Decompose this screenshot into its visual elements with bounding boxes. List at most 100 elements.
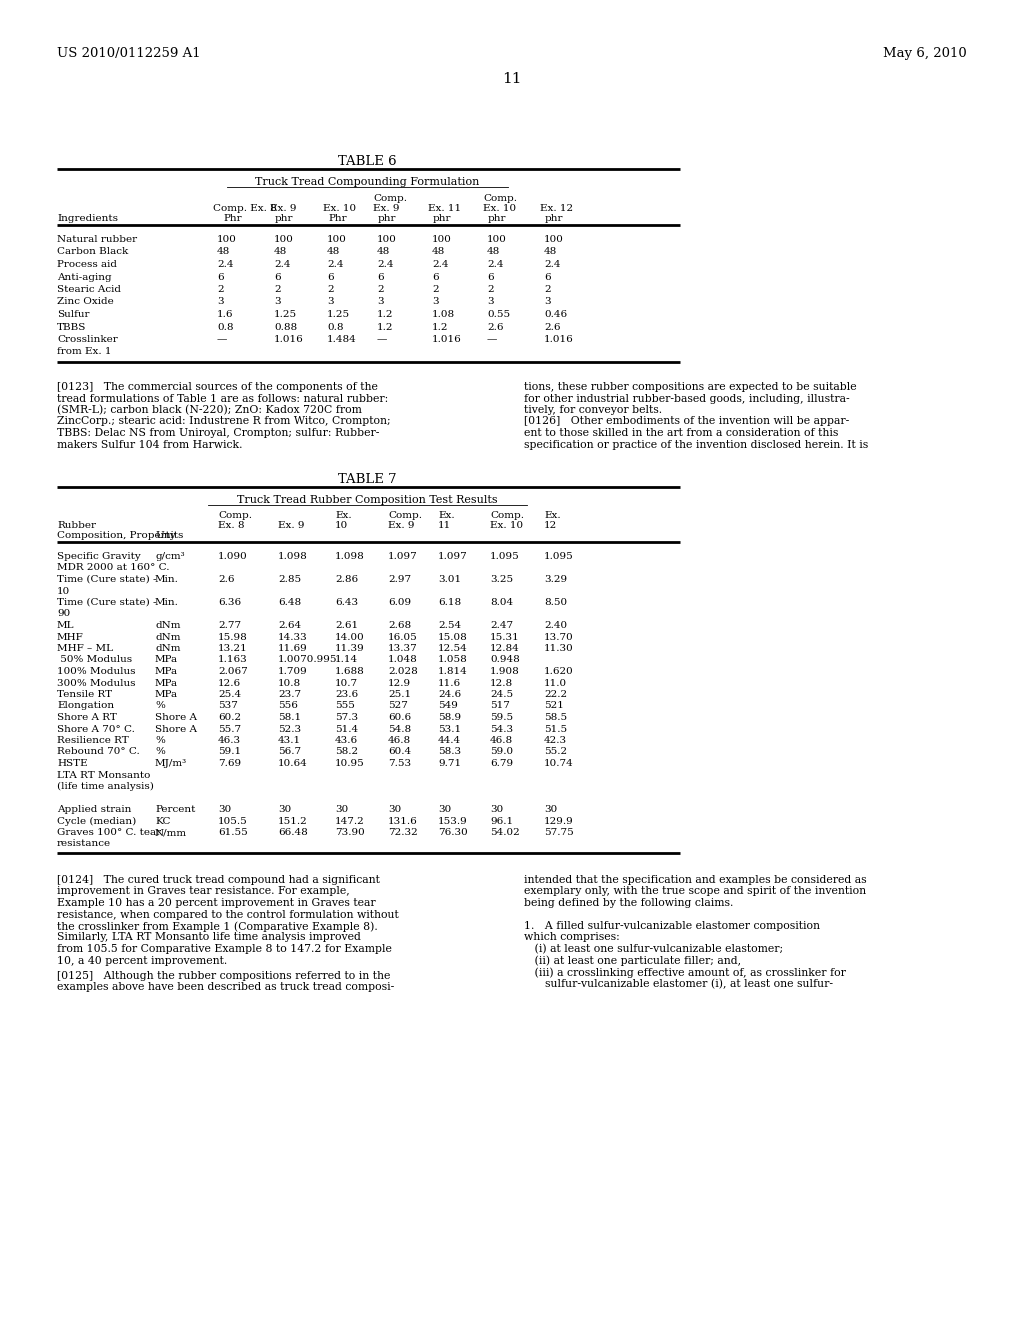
Text: 1.058: 1.058 xyxy=(438,656,468,664)
Text: 6.18: 6.18 xyxy=(438,598,461,607)
Text: TABLE 6: TABLE 6 xyxy=(338,154,396,168)
Text: 1.016: 1.016 xyxy=(432,335,462,345)
Text: 55.7: 55.7 xyxy=(218,725,241,734)
Text: 72.32: 72.32 xyxy=(388,828,418,837)
Text: 10, a 40 percent improvement.: 10, a 40 percent improvement. xyxy=(57,956,227,965)
Text: 58.5: 58.5 xyxy=(544,713,567,722)
Text: 60.6: 60.6 xyxy=(388,713,411,722)
Text: Specific Gravity: Specific Gravity xyxy=(57,552,140,561)
Text: 10.74: 10.74 xyxy=(544,759,573,768)
Text: 46.3: 46.3 xyxy=(218,737,241,744)
Text: 1.048: 1.048 xyxy=(388,656,418,664)
Text: 13.70: 13.70 xyxy=(544,632,573,642)
Text: 2.4: 2.4 xyxy=(274,260,291,269)
Text: 521: 521 xyxy=(544,701,564,710)
Text: dNm: dNm xyxy=(155,620,180,630)
Text: 0.8: 0.8 xyxy=(217,322,233,331)
Text: 6: 6 xyxy=(274,272,281,281)
Text: 30: 30 xyxy=(544,805,557,814)
Text: 48: 48 xyxy=(487,248,501,256)
Text: MPa: MPa xyxy=(155,656,178,664)
Text: 6: 6 xyxy=(217,272,223,281)
Text: sulfur-vulcanizable elastomer (i), at least one sulfur-: sulfur-vulcanizable elastomer (i), at le… xyxy=(524,978,833,989)
Text: 12.84: 12.84 xyxy=(490,644,520,653)
Text: 12.54: 12.54 xyxy=(438,644,468,653)
Text: 43.6: 43.6 xyxy=(335,737,358,744)
Text: 2.4: 2.4 xyxy=(377,260,393,269)
Text: dNm: dNm xyxy=(155,644,180,653)
Text: 42.3: 42.3 xyxy=(544,737,567,744)
Text: 60.2: 60.2 xyxy=(218,713,241,722)
Text: 6.48: 6.48 xyxy=(278,598,301,607)
Text: 48: 48 xyxy=(274,248,288,256)
Text: MHF – ML: MHF – ML xyxy=(57,644,113,653)
Text: Ex. 10: Ex. 10 xyxy=(323,205,356,213)
Text: 3: 3 xyxy=(544,297,551,306)
Text: 46.8: 46.8 xyxy=(490,737,513,744)
Text: MHF: MHF xyxy=(57,632,84,642)
Text: TBBS: Delac NS from Uniroyal, Crompton; sulfur: Rubber-: TBBS: Delac NS from Uniroyal, Crompton; … xyxy=(57,428,379,438)
Text: —: — xyxy=(377,335,387,345)
Text: which comprises:: which comprises: xyxy=(524,932,620,942)
Text: Anti-aging: Anti-aging xyxy=(57,272,112,281)
Text: Crosslinker: Crosslinker xyxy=(57,335,118,345)
Text: 1.709: 1.709 xyxy=(278,667,308,676)
Text: 517: 517 xyxy=(490,701,510,710)
Text: (i) at least one sulfur-vulcanizable elastomer;: (i) at least one sulfur-vulcanizable ela… xyxy=(524,944,783,954)
Text: 100: 100 xyxy=(544,235,564,244)
Text: 1.14: 1.14 xyxy=(335,656,358,664)
Text: 300% Modulus: 300% Modulus xyxy=(57,678,135,688)
Text: 52.3: 52.3 xyxy=(278,725,301,734)
Text: Rebound 70° C.: Rebound 70° C. xyxy=(57,747,139,756)
Text: 1.016: 1.016 xyxy=(274,335,304,345)
Text: %: % xyxy=(155,747,165,756)
Text: 11.0: 11.0 xyxy=(544,678,567,688)
Text: 0.948: 0.948 xyxy=(490,656,520,664)
Text: ent to those skilled in the art from a consideration of this: ent to those skilled in the art from a c… xyxy=(524,428,839,438)
Text: MPa: MPa xyxy=(155,690,178,700)
Text: 0.46: 0.46 xyxy=(544,310,567,319)
Text: HSTE: HSTE xyxy=(57,759,88,768)
Text: 3.01: 3.01 xyxy=(438,576,461,583)
Text: 59.0: 59.0 xyxy=(490,747,513,756)
Text: 46.8: 46.8 xyxy=(388,737,411,744)
Text: Ex.: Ex. xyxy=(335,511,351,520)
Text: [0126]   Other embodiments of the invention will be appar-: [0126] Other embodiments of the inventio… xyxy=(524,417,849,426)
Text: 11.69: 11.69 xyxy=(278,644,308,653)
Text: resistance, when compared to the control formulation without: resistance, when compared to the control… xyxy=(57,909,398,920)
Text: Ex.: Ex. xyxy=(438,511,455,520)
Text: 57.3: 57.3 xyxy=(335,713,358,722)
Text: 100% Modulus: 100% Modulus xyxy=(57,667,135,676)
Text: Applied strain: Applied strain xyxy=(57,805,131,814)
Text: 11.39: 11.39 xyxy=(335,644,365,653)
Text: 6: 6 xyxy=(487,272,494,281)
Text: 23.7: 23.7 xyxy=(278,690,301,700)
Text: 30: 30 xyxy=(335,805,348,814)
Text: [0125]   Although the rubber compositions referred to in the: [0125] Although the rubber compositions … xyxy=(57,972,390,981)
Text: 2.86: 2.86 xyxy=(335,576,358,583)
Text: 58.9: 58.9 xyxy=(438,713,461,722)
Text: 2: 2 xyxy=(487,285,494,294)
Text: 1.0070.995: 1.0070.995 xyxy=(278,656,338,664)
Text: Units: Units xyxy=(155,531,183,540)
Text: 3: 3 xyxy=(327,297,334,306)
Text: TBBS: TBBS xyxy=(57,322,86,331)
Text: 14.33: 14.33 xyxy=(278,632,308,642)
Text: 2: 2 xyxy=(327,285,334,294)
Text: LTA RT Monsanto: LTA RT Monsanto xyxy=(57,771,151,780)
Text: Cycle (median): Cycle (median) xyxy=(57,817,136,825)
Text: 556: 556 xyxy=(278,701,298,710)
Text: 6.09: 6.09 xyxy=(388,598,411,607)
Text: phr: phr xyxy=(433,214,452,223)
Text: 131.6: 131.6 xyxy=(388,817,418,825)
Text: %: % xyxy=(155,737,165,744)
Text: 54.3: 54.3 xyxy=(490,725,513,734)
Text: Ex. 9: Ex. 9 xyxy=(388,521,415,531)
Text: 10.7: 10.7 xyxy=(335,678,358,688)
Text: Time (Cure state) -: Time (Cure state) - xyxy=(57,576,157,583)
Text: 2.61: 2.61 xyxy=(335,620,358,630)
Text: 30: 30 xyxy=(438,805,452,814)
Text: 56.7: 56.7 xyxy=(278,747,301,756)
Text: Ex. 9: Ex. 9 xyxy=(270,205,297,213)
Text: 24.6: 24.6 xyxy=(438,690,461,700)
